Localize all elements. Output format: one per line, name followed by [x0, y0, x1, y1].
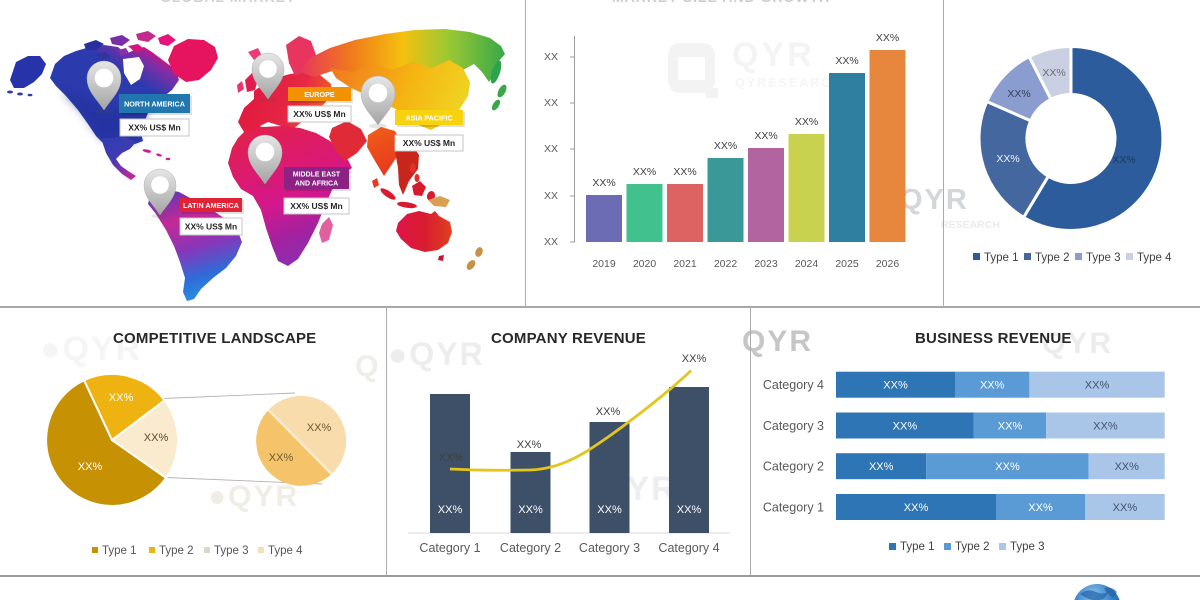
svg-text:Type 2: Type 2: [1035, 252, 1070, 264]
svg-text:XX%: XX%: [269, 452, 294, 464]
svg-text:XX: XX: [544, 51, 558, 63]
svg-text:XX%: XX%: [980, 380, 1005, 392]
svg-text:XX%: XX%: [682, 353, 707, 365]
svg-text:Type 4: Type 4: [268, 545, 303, 557]
svg-text:Category 4: Category 4: [658, 541, 719, 555]
svg-text:Category 2: Category 2: [500, 541, 561, 555]
svg-text:2025: 2025: [835, 258, 859, 270]
svg-text:Type 4: Type 4: [1137, 252, 1172, 264]
svg-text:XX%: XX%: [633, 166, 656, 178]
svg-text:XX%: XX%: [869, 461, 894, 473]
svg-text:XX%: XX%: [307, 422, 332, 434]
svg-text:XX%: XX%: [893, 421, 918, 433]
svg-text:XX% US$ Mn: XX% US$ Mn: [128, 123, 180, 133]
svg-text:EUROPE: EUROPE: [304, 90, 335, 99]
svg-text:XX%: XX%: [996, 153, 1019, 165]
svg-text:XX% US$ Mn: XX% US$ Mn: [290, 201, 342, 211]
svg-text:XX%: XX%: [995, 461, 1020, 473]
svg-text:XX%: XX%: [1114, 461, 1139, 473]
svg-text:XX%: XX%: [754, 130, 777, 142]
svg-text:XX%: XX%: [109, 392, 134, 404]
svg-text:Type 1: Type 1: [984, 252, 1019, 264]
svg-text:XX%: XX%: [438, 504, 463, 516]
svg-text:XX%: XX%: [1042, 67, 1065, 79]
svg-text:XX%: XX%: [876, 32, 899, 44]
svg-text:XX% US$ Mn: XX% US$ Mn: [403, 138, 455, 148]
svg-text:Type 3: Type 3: [1086, 252, 1121, 264]
svg-text:XX% US$ Mn: XX% US$ Mn: [185, 222, 237, 232]
svg-text:Category 1: Category 1: [419, 541, 480, 555]
svg-text:XX%: XX%: [1085, 380, 1110, 392]
svg-text:Type 2: Type 2: [159, 545, 194, 557]
svg-text:XX%: XX%: [714, 140, 737, 152]
svg-text:2024: 2024: [795, 258, 819, 270]
svg-text:XX%: XX%: [835, 55, 858, 67]
svg-text:XX%: XX%: [1113, 502, 1138, 514]
svg-text:XX%: XX%: [998, 421, 1023, 433]
svg-text:Category 1: Category 1: [763, 501, 824, 515]
svg-text:XX%: XX%: [1007, 88, 1030, 100]
svg-text:Type 3: Type 3: [1010, 541, 1045, 553]
svg-text:2019: 2019: [592, 258, 616, 270]
svg-text:XX%: XX%: [517, 439, 542, 451]
svg-text:XX%: XX%: [1112, 154, 1135, 166]
svg-text:XX%: XX%: [677, 504, 702, 516]
svg-text:2022: 2022: [714, 258, 738, 270]
svg-text:Category 4: Category 4: [763, 378, 824, 392]
svg-text:Category 3: Category 3: [579, 541, 640, 555]
svg-text:XX%: XX%: [518, 504, 543, 516]
svg-text:Type 2: Type 2: [955, 541, 990, 553]
svg-text:XX%: XX%: [596, 406, 621, 418]
svg-text:XX%: XX%: [673, 166, 696, 178]
svg-text:Type 3: Type 3: [214, 545, 249, 557]
svg-text:2020: 2020: [633, 258, 657, 270]
svg-text:XX%: XX%: [78, 461, 103, 473]
svg-text:ASIA PACIFIC: ASIA PACIFIC: [405, 114, 452, 123]
svg-text:XX: XX: [544, 143, 558, 155]
svg-text:Type 1: Type 1: [900, 541, 935, 553]
svg-text:XX%: XX%: [1028, 502, 1053, 514]
svg-text:XX%: XX%: [144, 432, 169, 444]
svg-text:XX: XX: [544, 97, 558, 109]
svg-text:XX%: XX%: [439, 452, 464, 464]
svg-text:2023: 2023: [754, 258, 778, 270]
svg-text:Category 2: Category 2: [763, 460, 824, 474]
svg-text:AND AFRICA: AND AFRICA: [295, 181, 338, 188]
svg-text:Type 1: Type 1: [102, 545, 137, 557]
svg-text:XX%: XX%: [1093, 421, 1118, 433]
svg-text:MIDDLE EAST: MIDDLE EAST: [293, 172, 341, 179]
svg-text:LATIN AMERICA: LATIN AMERICA: [183, 201, 239, 210]
svg-text:XX: XX: [544, 236, 558, 248]
svg-text:XX%: XX%: [904, 502, 929, 514]
svg-text:XX% US$ Mn: XX% US$ Mn: [293, 109, 345, 119]
svg-text:XX%: XX%: [597, 504, 622, 516]
svg-text:XX%: XX%: [592, 177, 615, 189]
svg-text:NORTH AMERICA: NORTH AMERICA: [124, 100, 185, 109]
svg-text:XX%: XX%: [883, 380, 908, 392]
svg-text:2026: 2026: [876, 258, 900, 270]
svg-text:2021: 2021: [673, 258, 697, 270]
svg-text:Category 3: Category 3: [763, 419, 824, 433]
svg-text:XX: XX: [544, 190, 558, 202]
svg-text:XX%: XX%: [795, 116, 818, 128]
